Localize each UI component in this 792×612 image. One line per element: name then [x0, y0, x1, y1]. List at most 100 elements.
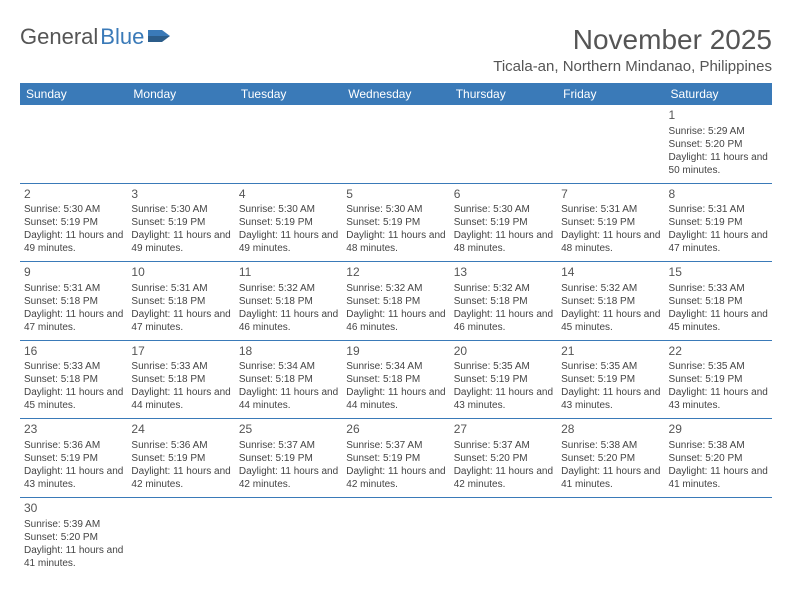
sunrise-line: Sunrise: 5:35 AM — [561, 360, 660, 373]
col-monday: Monday — [127, 83, 234, 105]
day-cell — [342, 497, 449, 575]
day-number: 26 — [346, 422, 445, 438]
daylight-line: Daylight: 11 hours and 50 minutes. — [669, 151, 768, 177]
day-cell — [20, 105, 127, 183]
day-cell: 16Sunrise: 5:33 AMSunset: 5:18 PMDayligh… — [20, 340, 127, 419]
daylight-line: Daylight: 11 hours and 41 minutes. — [669, 465, 768, 491]
sunset-line: Sunset: 5:18 PM — [131, 373, 230, 386]
sunset-line: Sunset: 5:19 PM — [239, 216, 338, 229]
day-cell: 25Sunrise: 5:37 AMSunset: 5:19 PMDayligh… — [235, 419, 342, 498]
sunset-line: Sunset: 5:18 PM — [239, 295, 338, 308]
day-cell — [127, 497, 234, 575]
day-cell: 10Sunrise: 5:31 AMSunset: 5:18 PMDayligh… — [127, 262, 234, 341]
daylight-line: Daylight: 11 hours and 41 minutes. — [561, 465, 660, 491]
sunset-line: Sunset: 5:18 PM — [24, 373, 123, 386]
daylight-line: Daylight: 11 hours and 43 minutes. — [669, 386, 768, 412]
sunset-line: Sunset: 5:18 PM — [24, 295, 123, 308]
col-saturday: Saturday — [665, 83, 772, 105]
sunrise-line: Sunrise: 5:38 AM — [669, 439, 768, 452]
sunrise-line: Sunrise: 5:31 AM — [561, 203, 660, 216]
col-wednesday: Wednesday — [342, 83, 449, 105]
sunset-line: Sunset: 5:20 PM — [24, 531, 123, 544]
sunset-line: Sunset: 5:20 PM — [561, 452, 660, 465]
sunrise-line: Sunrise: 5:36 AM — [131, 439, 230, 452]
sunset-line: Sunset: 5:19 PM — [131, 216, 230, 229]
sunset-line: Sunset: 5:18 PM — [346, 373, 445, 386]
header: GeneralBlue November 2025 Ticala-an, Nor… — [20, 24, 772, 75]
day-number: 21 — [561, 344, 660, 360]
daylight-line: Daylight: 11 hours and 43 minutes. — [561, 386, 660, 412]
daylight-line: Daylight: 11 hours and 42 minutes. — [346, 465, 445, 491]
daylight-line: Daylight: 11 hours and 41 minutes. — [24, 544, 123, 570]
daylight-line: Daylight: 11 hours and 47 minutes. — [669, 229, 768, 255]
sunset-line: Sunset: 5:18 PM — [131, 295, 230, 308]
day-cell: 17Sunrise: 5:33 AMSunset: 5:18 PMDayligh… — [127, 340, 234, 419]
col-friday: Friday — [557, 83, 664, 105]
day-cell: 29Sunrise: 5:38 AMSunset: 5:20 PMDayligh… — [665, 419, 772, 498]
day-cell — [557, 105, 664, 183]
day-cell: 19Sunrise: 5:34 AMSunset: 5:18 PMDayligh… — [342, 340, 449, 419]
day-cell: 8Sunrise: 5:31 AMSunset: 5:19 PMDaylight… — [665, 183, 772, 262]
daylight-line: Daylight: 11 hours and 47 minutes. — [131, 308, 230, 334]
day-cell: 11Sunrise: 5:32 AMSunset: 5:18 PMDayligh… — [235, 262, 342, 341]
sunset-line: Sunset: 5:18 PM — [346, 295, 445, 308]
day-cell: 26Sunrise: 5:37 AMSunset: 5:19 PMDayligh… — [342, 419, 449, 498]
day-cell: 15Sunrise: 5:33 AMSunset: 5:18 PMDayligh… — [665, 262, 772, 341]
day-cell: 23Sunrise: 5:36 AMSunset: 5:19 PMDayligh… — [20, 419, 127, 498]
daylight-line: Daylight: 11 hours and 44 minutes. — [346, 386, 445, 412]
sunset-line: Sunset: 5:19 PM — [454, 373, 553, 386]
day-cell: 4Sunrise: 5:30 AMSunset: 5:19 PMDaylight… — [235, 183, 342, 262]
day-cell — [235, 497, 342, 575]
daylight-line: Daylight: 11 hours and 42 minutes. — [239, 465, 338, 491]
day-number: 14 — [561, 265, 660, 281]
day-cell: 2Sunrise: 5:30 AMSunset: 5:19 PMDaylight… — [20, 183, 127, 262]
sunrise-line: Sunrise: 5:36 AM — [24, 439, 123, 452]
sunrise-line: Sunrise: 5:31 AM — [669, 203, 768, 216]
day-cell: 3Sunrise: 5:30 AMSunset: 5:19 PMDaylight… — [127, 183, 234, 262]
daylight-line: Daylight: 11 hours and 45 minutes. — [669, 308, 768, 334]
sunset-line: Sunset: 5:19 PM — [346, 452, 445, 465]
sunset-line: Sunset: 5:20 PM — [454, 452, 553, 465]
daylight-line: Daylight: 11 hours and 46 minutes. — [454, 308, 553, 334]
sunrise-line: Sunrise: 5:33 AM — [669, 282, 768, 295]
sunrise-line: Sunrise: 5:32 AM — [346, 282, 445, 295]
logo-text-blue: Blue — [100, 24, 144, 50]
sunrise-line: Sunrise: 5:33 AM — [131, 360, 230, 373]
day-number: 1 — [669, 108, 768, 124]
week-row: 23Sunrise: 5:36 AMSunset: 5:19 PMDayligh… — [20, 419, 772, 498]
sunset-line: Sunset: 5:19 PM — [131, 452, 230, 465]
sunset-line: Sunset: 5:20 PM — [669, 138, 768, 151]
sunset-line: Sunset: 5:19 PM — [24, 452, 123, 465]
day-number: 10 — [131, 265, 230, 281]
sunset-line: Sunset: 5:18 PM — [239, 373, 338, 386]
sunrise-line: Sunrise: 5:32 AM — [561, 282, 660, 295]
day-cell — [665, 497, 772, 575]
sunrise-line: Sunrise: 5:37 AM — [239, 439, 338, 452]
title-block: November 2025 Ticala-an, Northern Mindan… — [493, 24, 772, 75]
day-cell: 6Sunrise: 5:30 AMSunset: 5:19 PMDaylight… — [450, 183, 557, 262]
sunrise-line: Sunrise: 5:37 AM — [454, 439, 553, 452]
daylight-line: Daylight: 11 hours and 49 minutes. — [24, 229, 123, 255]
day-cell: 20Sunrise: 5:35 AMSunset: 5:19 PMDayligh… — [450, 340, 557, 419]
day-number: 30 — [24, 501, 123, 517]
day-number: 27 — [454, 422, 553, 438]
day-cell: 13Sunrise: 5:32 AMSunset: 5:18 PMDayligh… — [450, 262, 557, 341]
day-number: 23 — [24, 422, 123, 438]
day-cell: 5Sunrise: 5:30 AMSunset: 5:19 PMDaylight… — [342, 183, 449, 262]
col-tuesday: Tuesday — [235, 83, 342, 105]
day-number: 22 — [669, 344, 768, 360]
day-cell: 9Sunrise: 5:31 AMSunset: 5:18 PMDaylight… — [20, 262, 127, 341]
sunset-line: Sunset: 5:19 PM — [561, 373, 660, 386]
sunset-line: Sunset: 5:19 PM — [454, 216, 553, 229]
day-cell — [450, 497, 557, 575]
day-cell: 30Sunrise: 5:39 AMSunset: 5:20 PMDayligh… — [20, 497, 127, 575]
day-cell: 22Sunrise: 5:35 AMSunset: 5:19 PMDayligh… — [665, 340, 772, 419]
day-number: 11 — [239, 265, 338, 281]
sunrise-line: Sunrise: 5:39 AM — [24, 518, 123, 531]
day-number: 28 — [561, 422, 660, 438]
day-number: 25 — [239, 422, 338, 438]
day-number: 20 — [454, 344, 553, 360]
sunrise-line: Sunrise: 5:37 AM — [346, 439, 445, 452]
sunset-line: Sunset: 5:18 PM — [561, 295, 660, 308]
calendar-table: Sunday Monday Tuesday Wednesday Thursday… — [20, 83, 772, 576]
